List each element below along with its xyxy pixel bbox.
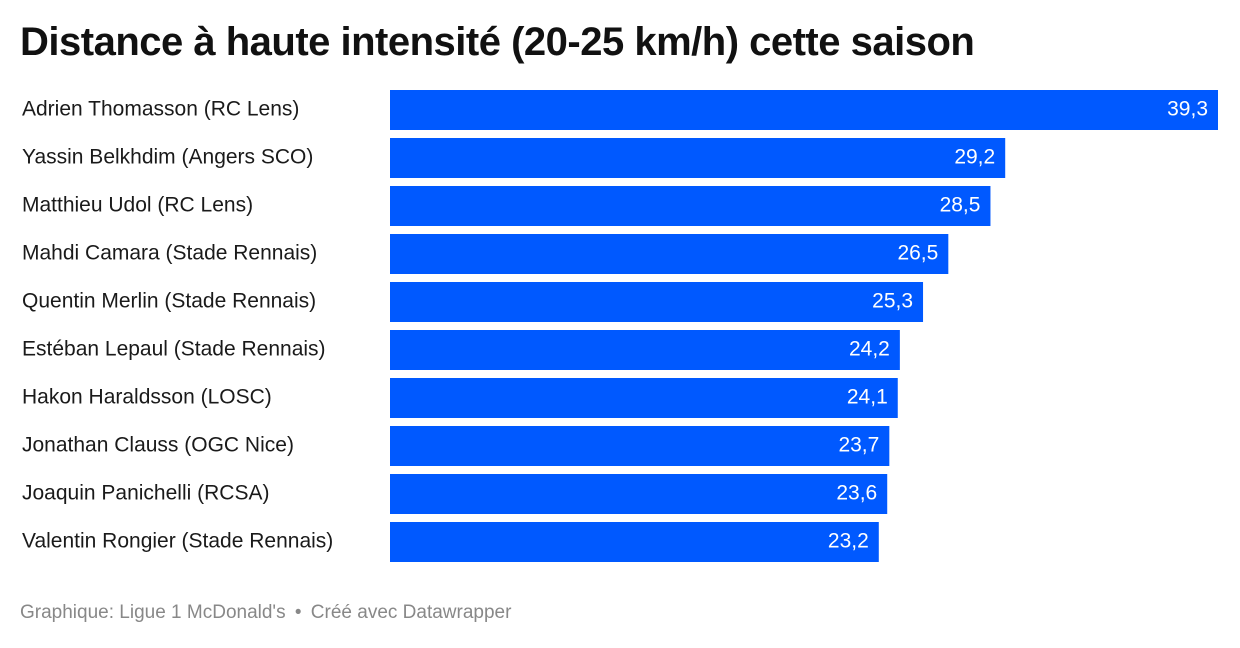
- chart-title: Distance à haute intensité (20-25 km/h) …: [20, 20, 975, 64]
- category-label: Quentin Merlin (Stade Rennais): [22, 290, 316, 313]
- bar: [390, 330, 900, 370]
- value-label: 39,3: [1167, 98, 1208, 121]
- bar-row: Yassin Belkhdim (Angers SCO) 29,2: [22, 138, 1006, 178]
- bar: [390, 186, 991, 226]
- category-label: Jonathan Clauss (OGC Nice): [22, 434, 294, 457]
- chart-footer: Graphique: Ligue 1 McDonald's • Créé ave…: [20, 602, 511, 624]
- value-label: 26,5: [897, 242, 938, 265]
- bar-row: Valentin Rongier (Stade Rennais) 23,2: [22, 522, 879, 562]
- bar-chart: Adrien Thomasson (RC Lens) 39,3 Yassin Bel…: [22, 90, 1218, 562]
- bar: [390, 90, 1218, 130]
- value-label: 29,2: [954, 146, 995, 169]
- category-label: Yassin Belkhdim (Angers SCO): [22, 146, 313, 169]
- value-label: 24,2: [849, 338, 890, 361]
- value-label: 25,3: [872, 290, 913, 313]
- category-label: Hakon Haraldsson (LOSC): [22, 386, 272, 409]
- source-note: Graphique: Ligue 1 McDonald's: [20, 602, 286, 623]
- value-label: 24,1: [847, 386, 888, 409]
- bar-row: Mahdi Camara (Stade Rennais) 26,5: [22, 234, 949, 274]
- category-label: Adrien Thomasson (RC Lens): [22, 98, 299, 121]
- bar: [390, 522, 879, 562]
- bar: [390, 138, 1006, 178]
- datawrapper-credit: Créé avec Datawrapper: [310, 602, 512, 623]
- value-label: 23,2: [828, 530, 869, 553]
- value-label: 23,7: [838, 434, 879, 457]
- bar-row: Jonathan Clauss (OGC Nice) 23,7: [22, 426, 890, 466]
- bar-row: Matthieu Udol (RC Lens) 28,5: [22, 186, 991, 226]
- category-label: Estéban Lepaul (Stade Rennais): [22, 338, 326, 361]
- bar-row: Joaquin Panichelli (RCSA) 23,6: [22, 474, 888, 514]
- bar: [390, 234, 949, 274]
- bar: [390, 282, 924, 322]
- value-label: 23,6: [836, 482, 877, 505]
- bar: [390, 426, 890, 466]
- bar-row: Estéban Lepaul (Stade Rennais) 24,2: [22, 330, 900, 370]
- bar-row: Quentin Merlin (Stade Rennais) 25,3: [22, 282, 924, 322]
- footer-separator: •: [294, 602, 302, 623]
- chart-area: Adrien Thomasson (RC Lens) 39,3 Yassin Bel…: [0, 90, 1240, 570]
- category-label: Matthieu Udol (RC Lens): [22, 194, 253, 217]
- value-label: 28,5: [940, 194, 981, 217]
- bar: [390, 474, 888, 514]
- bar: [390, 378, 898, 418]
- category-label: Mahdi Camara (Stade Rennais): [22, 242, 317, 265]
- bar-row: Hakon Haraldsson (LOSC) 24,1: [22, 378, 898, 418]
- category-label: Valentin Rongier (Stade Rennais): [22, 530, 333, 553]
- category-label: Joaquin Panichelli (RCSA): [22, 482, 269, 505]
- bar-row: Adrien Thomasson (RC Lens) 39,3: [22, 90, 1218, 130]
